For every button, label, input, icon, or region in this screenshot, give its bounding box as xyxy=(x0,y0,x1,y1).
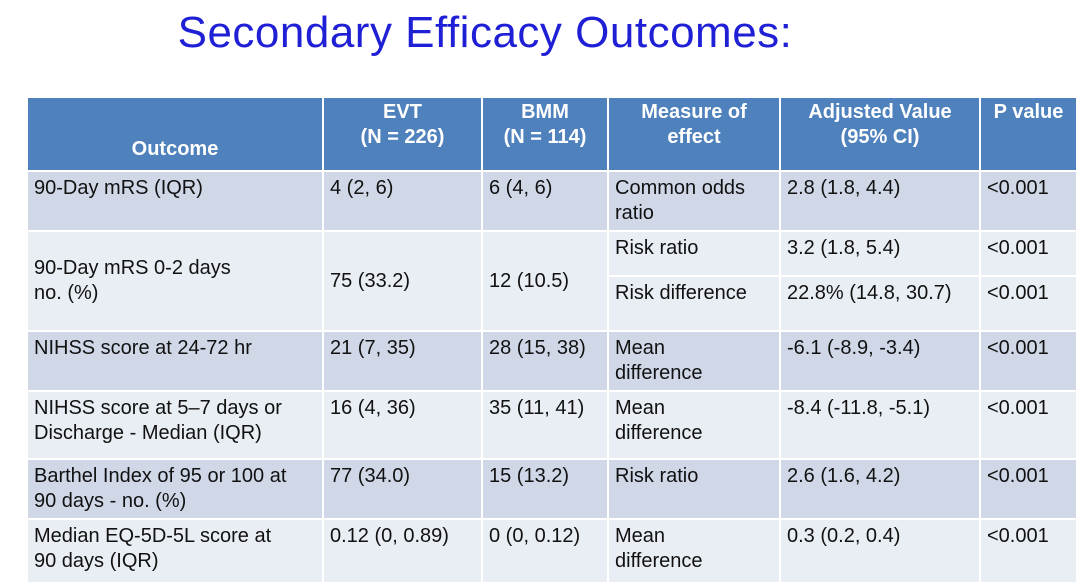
cell-bmm: 6 (4, 6) xyxy=(481,170,609,232)
cell-measure: Mean difference xyxy=(607,330,781,392)
table-row: NIHSS score at 24-72 hr 21 (7, 35) 28 (1… xyxy=(26,330,1078,392)
header-outcome: Outcome xyxy=(26,96,324,172)
cell-pvalue: <0.001 xyxy=(979,458,1078,520)
cell-adjusted: -6.1 (-8.9, -3.4) xyxy=(779,330,981,392)
cell-outcome: 90-Day mRS (IQR) xyxy=(26,170,324,232)
cell-outcome: 90-Day mRS 0-2 days no. (%) xyxy=(26,230,324,332)
cell-outcome: Median EQ-5D-5L score at 90 days (IQR) xyxy=(26,518,324,584)
header-evt: EVT (N = 226) xyxy=(322,96,483,172)
table-row: Barthel Index of 95 or 100 at 90 days - … xyxy=(26,458,1078,520)
cell-adjusted: 2.8 (1.8, 4.4) xyxy=(779,170,981,232)
cell-adjusted: 22.8% (14.8, 30.7) xyxy=(779,275,981,332)
header-row: Outcome EVT (N = 226) BMM (N = 114) Meas… xyxy=(26,96,1078,172)
cell-adjusted: 0.3 (0.2, 0.4) xyxy=(779,518,981,584)
cell-outcome: Barthel Index of 95 or 100 at 90 days - … xyxy=(26,458,324,520)
cell-evt: 0.12 (0, 0.89) xyxy=(322,518,483,584)
cell-measure: Risk ratio xyxy=(607,230,781,277)
outcomes-table: Outcome EVT (N = 226) BMM (N = 114) Meas… xyxy=(26,96,1078,584)
cell-measure: Risk ratio xyxy=(607,458,781,520)
cell-evt: 4 (2, 6) xyxy=(322,170,483,232)
cell-adjusted: 2.6 (1.6, 4.2) xyxy=(779,458,981,520)
cell-measure: Mean difference xyxy=(607,390,781,460)
slide-title: Secondary Efficacy Outcomes: xyxy=(177,8,793,57)
cell-adjusted: 3.2 (1.8, 5.4) xyxy=(779,230,981,277)
cell-measure: Common odds ratio xyxy=(607,170,781,232)
cell-adjusted: -8.4 (-11.8, -5.1) xyxy=(779,390,981,460)
table-row: 90-Day mRS (IQR) 4 (2, 6) 6 (4, 6) Commo… xyxy=(26,170,1078,232)
cell-evt: 21 (7, 35) xyxy=(322,330,483,392)
table-row: NIHSS score at 5–7 days or Discharge - M… xyxy=(26,390,1078,460)
cell-bmm: 0 (0, 0.12) xyxy=(481,518,609,584)
cell-pvalue: <0.001 xyxy=(979,330,1078,392)
cell-pvalue: <0.001 xyxy=(979,518,1078,584)
cell-bmm: 15 (13.2) xyxy=(481,458,609,520)
table-row: Median EQ-5D-5L score at 90 days (IQR) 0… xyxy=(26,518,1078,584)
cell-outcome: NIHSS score at 5–7 days or Discharge - M… xyxy=(26,390,324,460)
header-measure: Measure of effect xyxy=(607,96,781,172)
cell-bmm: 12 (10.5) xyxy=(481,230,609,332)
cell-evt: 16 (4, 36) xyxy=(322,390,483,460)
cell-bmm: 35 (11, 41) xyxy=(481,390,609,460)
cell-pvalue: <0.001 xyxy=(979,275,1078,332)
table-row: Risk difference 22.8% (14.8, 30.7) <0.00… xyxy=(27,275,1078,332)
cell-evt: 77 (34.0) xyxy=(322,458,483,520)
cell-pvalue: <0.001 xyxy=(979,390,1078,460)
cell-measure: Risk difference xyxy=(607,275,781,332)
cell-outcome: NIHSS score at 24-72 hr xyxy=(26,330,324,392)
header-bmm: BMM (N = 114) xyxy=(481,96,609,172)
cell-measure: Mean difference xyxy=(607,518,781,584)
cell-pvalue: <0.001 xyxy=(979,230,1078,277)
table-row: 90-Day mRS 0-2 days no. (%) 75 (33.2) 12… xyxy=(26,230,1078,332)
cell-bmm: 28 (15, 38) xyxy=(481,330,609,392)
cell-pvalue: <0.001 xyxy=(979,170,1078,232)
header-adjusted: Adjusted Value (95% CI) xyxy=(779,96,981,172)
cell-evt: 75 (33.2) xyxy=(322,230,483,332)
header-pvalue: P value xyxy=(979,96,1078,172)
